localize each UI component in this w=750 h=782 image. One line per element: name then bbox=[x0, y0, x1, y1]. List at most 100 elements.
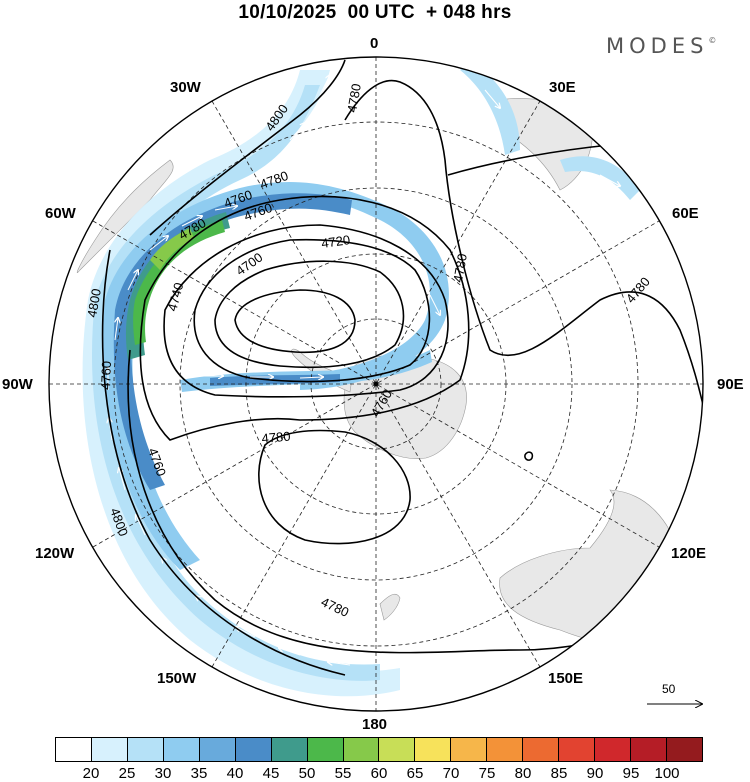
contour-label: 4780 bbox=[344, 82, 364, 113]
colorbar-swatch bbox=[343, 738, 380, 761]
wind-north-east bbox=[560, 156, 640, 200]
lon-label-150e: 150E bbox=[548, 670, 584, 687]
colorbar-tick-label: 35 bbox=[190, 765, 208, 782]
contour-4760-outer bbox=[139, 195, 470, 441]
lon-label-60w: 60W bbox=[45, 205, 76, 222]
lon-label-150w: 150W bbox=[157, 670, 197, 687]
contour-4780-ne bbox=[447, 144, 611, 176]
contour-4800-upper bbox=[149, 59, 346, 236]
wind-arrow bbox=[279, 648, 301, 656]
contour-label: 4720 bbox=[320, 232, 351, 251]
wind-arrow bbox=[136, 515, 146, 536]
wind-arrow bbox=[484, 89, 500, 108]
colorbar bbox=[55, 737, 703, 762]
brand-text: MODES bbox=[606, 34, 709, 58]
colorbar-tick-label: 100 bbox=[654, 765, 680, 782]
contour-4780-low bbox=[258, 429, 411, 545]
wind-arrow bbox=[149, 236, 168, 251]
colorbar-tick-label: 95 bbox=[622, 765, 640, 782]
map-title: 10/10/2025 00 UTC + 048 hrs bbox=[238, 2, 512, 23]
lon-label-30w: 30W bbox=[170, 79, 201, 96]
land-new-zealand bbox=[379, 593, 401, 621]
colorbar-swatch bbox=[379, 738, 416, 761]
colorbar-swatch bbox=[559, 738, 596, 761]
colorbar-swatch bbox=[56, 738, 92, 761]
colorbar-swatch bbox=[127, 738, 164, 761]
colorbar-tick-label: 45 bbox=[262, 765, 280, 782]
contour-small-loop bbox=[524, 451, 534, 461]
colorbar-tick-label: 40 bbox=[226, 765, 244, 782]
polar-map: 4800 4780 4760 4740 4720 4700 4780 4780 … bbox=[48, 56, 704, 712]
colorbar-tick-label: 85 bbox=[550, 765, 568, 782]
colorbar-swatch bbox=[595, 738, 631, 761]
colorbar-tick-label: 50 bbox=[298, 765, 316, 782]
wind-arrow bbox=[384, 254, 405, 266]
contour-4800-west bbox=[101, 249, 346, 676]
contour-label: 4780 bbox=[261, 429, 291, 446]
contour-4720 bbox=[193, 238, 431, 383]
colorbar-tick-label: 20 bbox=[82, 765, 100, 782]
latitude-circle-3 bbox=[179, 187, 573, 581]
colorbar-swatch bbox=[307, 738, 344, 761]
wind-arrow bbox=[244, 238, 268, 240]
wind-arrow bbox=[236, 627, 256, 638]
contour-4700 bbox=[214, 260, 405, 369]
wind-arrow bbox=[289, 123, 305, 141]
colorbar-tick-label: 75 bbox=[478, 765, 496, 782]
colorbar-swatch bbox=[487, 738, 524, 761]
wind-arrow bbox=[115, 318, 118, 341]
south-pole-marker bbox=[373, 381, 379, 387]
wind-arrow bbox=[299, 377, 323, 378]
lon-label-60e: 60E bbox=[672, 205, 699, 222]
meridian-120 bbox=[92, 220, 660, 548]
colorbar-swatch bbox=[451, 738, 488, 761]
lon-label-120w: 120W bbox=[35, 545, 75, 562]
colorbar-tick-label: 65 bbox=[406, 765, 424, 782]
wind-arrow bbox=[127, 270, 138, 291]
wind-arrow bbox=[429, 294, 440, 315]
copyright-mark: © bbox=[708, 36, 717, 45]
colorbar-tick-label: 30 bbox=[154, 765, 172, 782]
graticule bbox=[49, 57, 703, 711]
wind-arrow bbox=[289, 232, 313, 234]
colorbar-tick-label: 80 bbox=[514, 765, 532, 782]
lon-label-90w: 90W bbox=[2, 376, 33, 393]
wind-arrow bbox=[181, 216, 202, 227]
colorbar-swatch bbox=[523, 738, 560, 761]
contour-4740 bbox=[163, 224, 449, 398]
colorbar-swatch bbox=[631, 738, 667, 761]
wind-band-45 bbox=[113, 193, 352, 490]
lon-label-0: 0 bbox=[370, 35, 379, 52]
colorbar-tick-label: 25 bbox=[118, 765, 136, 782]
wind-arrow bbox=[119, 468, 126, 491]
wind-arrow bbox=[214, 206, 237, 211]
lon-label-180: 180 bbox=[362, 716, 388, 733]
colorbar-swatch bbox=[199, 738, 236, 761]
colorbar-swatch bbox=[91, 738, 128, 761]
contour-label: 4740 bbox=[164, 281, 186, 313]
contour-label: 4760 bbox=[98, 361, 114, 390]
contour-label: 4780 bbox=[450, 252, 470, 283]
lon-label-30e: 30E bbox=[549, 79, 576, 96]
wind-band-60 bbox=[150, 228, 194, 270]
colorbar-tick-label: 70 bbox=[442, 765, 460, 782]
wind-arrow bbox=[319, 75, 330, 96]
scale-arrow-label: 50 bbox=[662, 682, 676, 696]
colorbar-tick-label: 55 bbox=[334, 765, 352, 782]
colorbar-tick-label: 60 bbox=[370, 765, 388, 782]
colorbar-swatch bbox=[271, 738, 308, 761]
modes-logo: MODES© bbox=[606, 34, 716, 58]
colorbar-labels: 20 25 30 35 40 45 50 55 60 65 70 75 80 85 90 95 100 bbox=[55, 765, 703, 782]
contour-4780-north bbox=[344, 79, 703, 431]
meridian-60 bbox=[92, 220, 660, 548]
land-masses bbox=[76, 98, 691, 647]
colorbar-tick-label: 90 bbox=[586, 765, 604, 782]
contour-4680 bbox=[234, 289, 356, 354]
map-boundary bbox=[48, 56, 704, 712]
land-south-america bbox=[76, 159, 174, 273]
colorbar-swatch bbox=[235, 738, 272, 761]
colorbar-swatch bbox=[163, 738, 200, 761]
colorbar-swatch bbox=[415, 738, 452, 761]
lon-label-120e: 120E bbox=[671, 545, 707, 562]
wind-north-atlantic bbox=[460, 60, 520, 155]
